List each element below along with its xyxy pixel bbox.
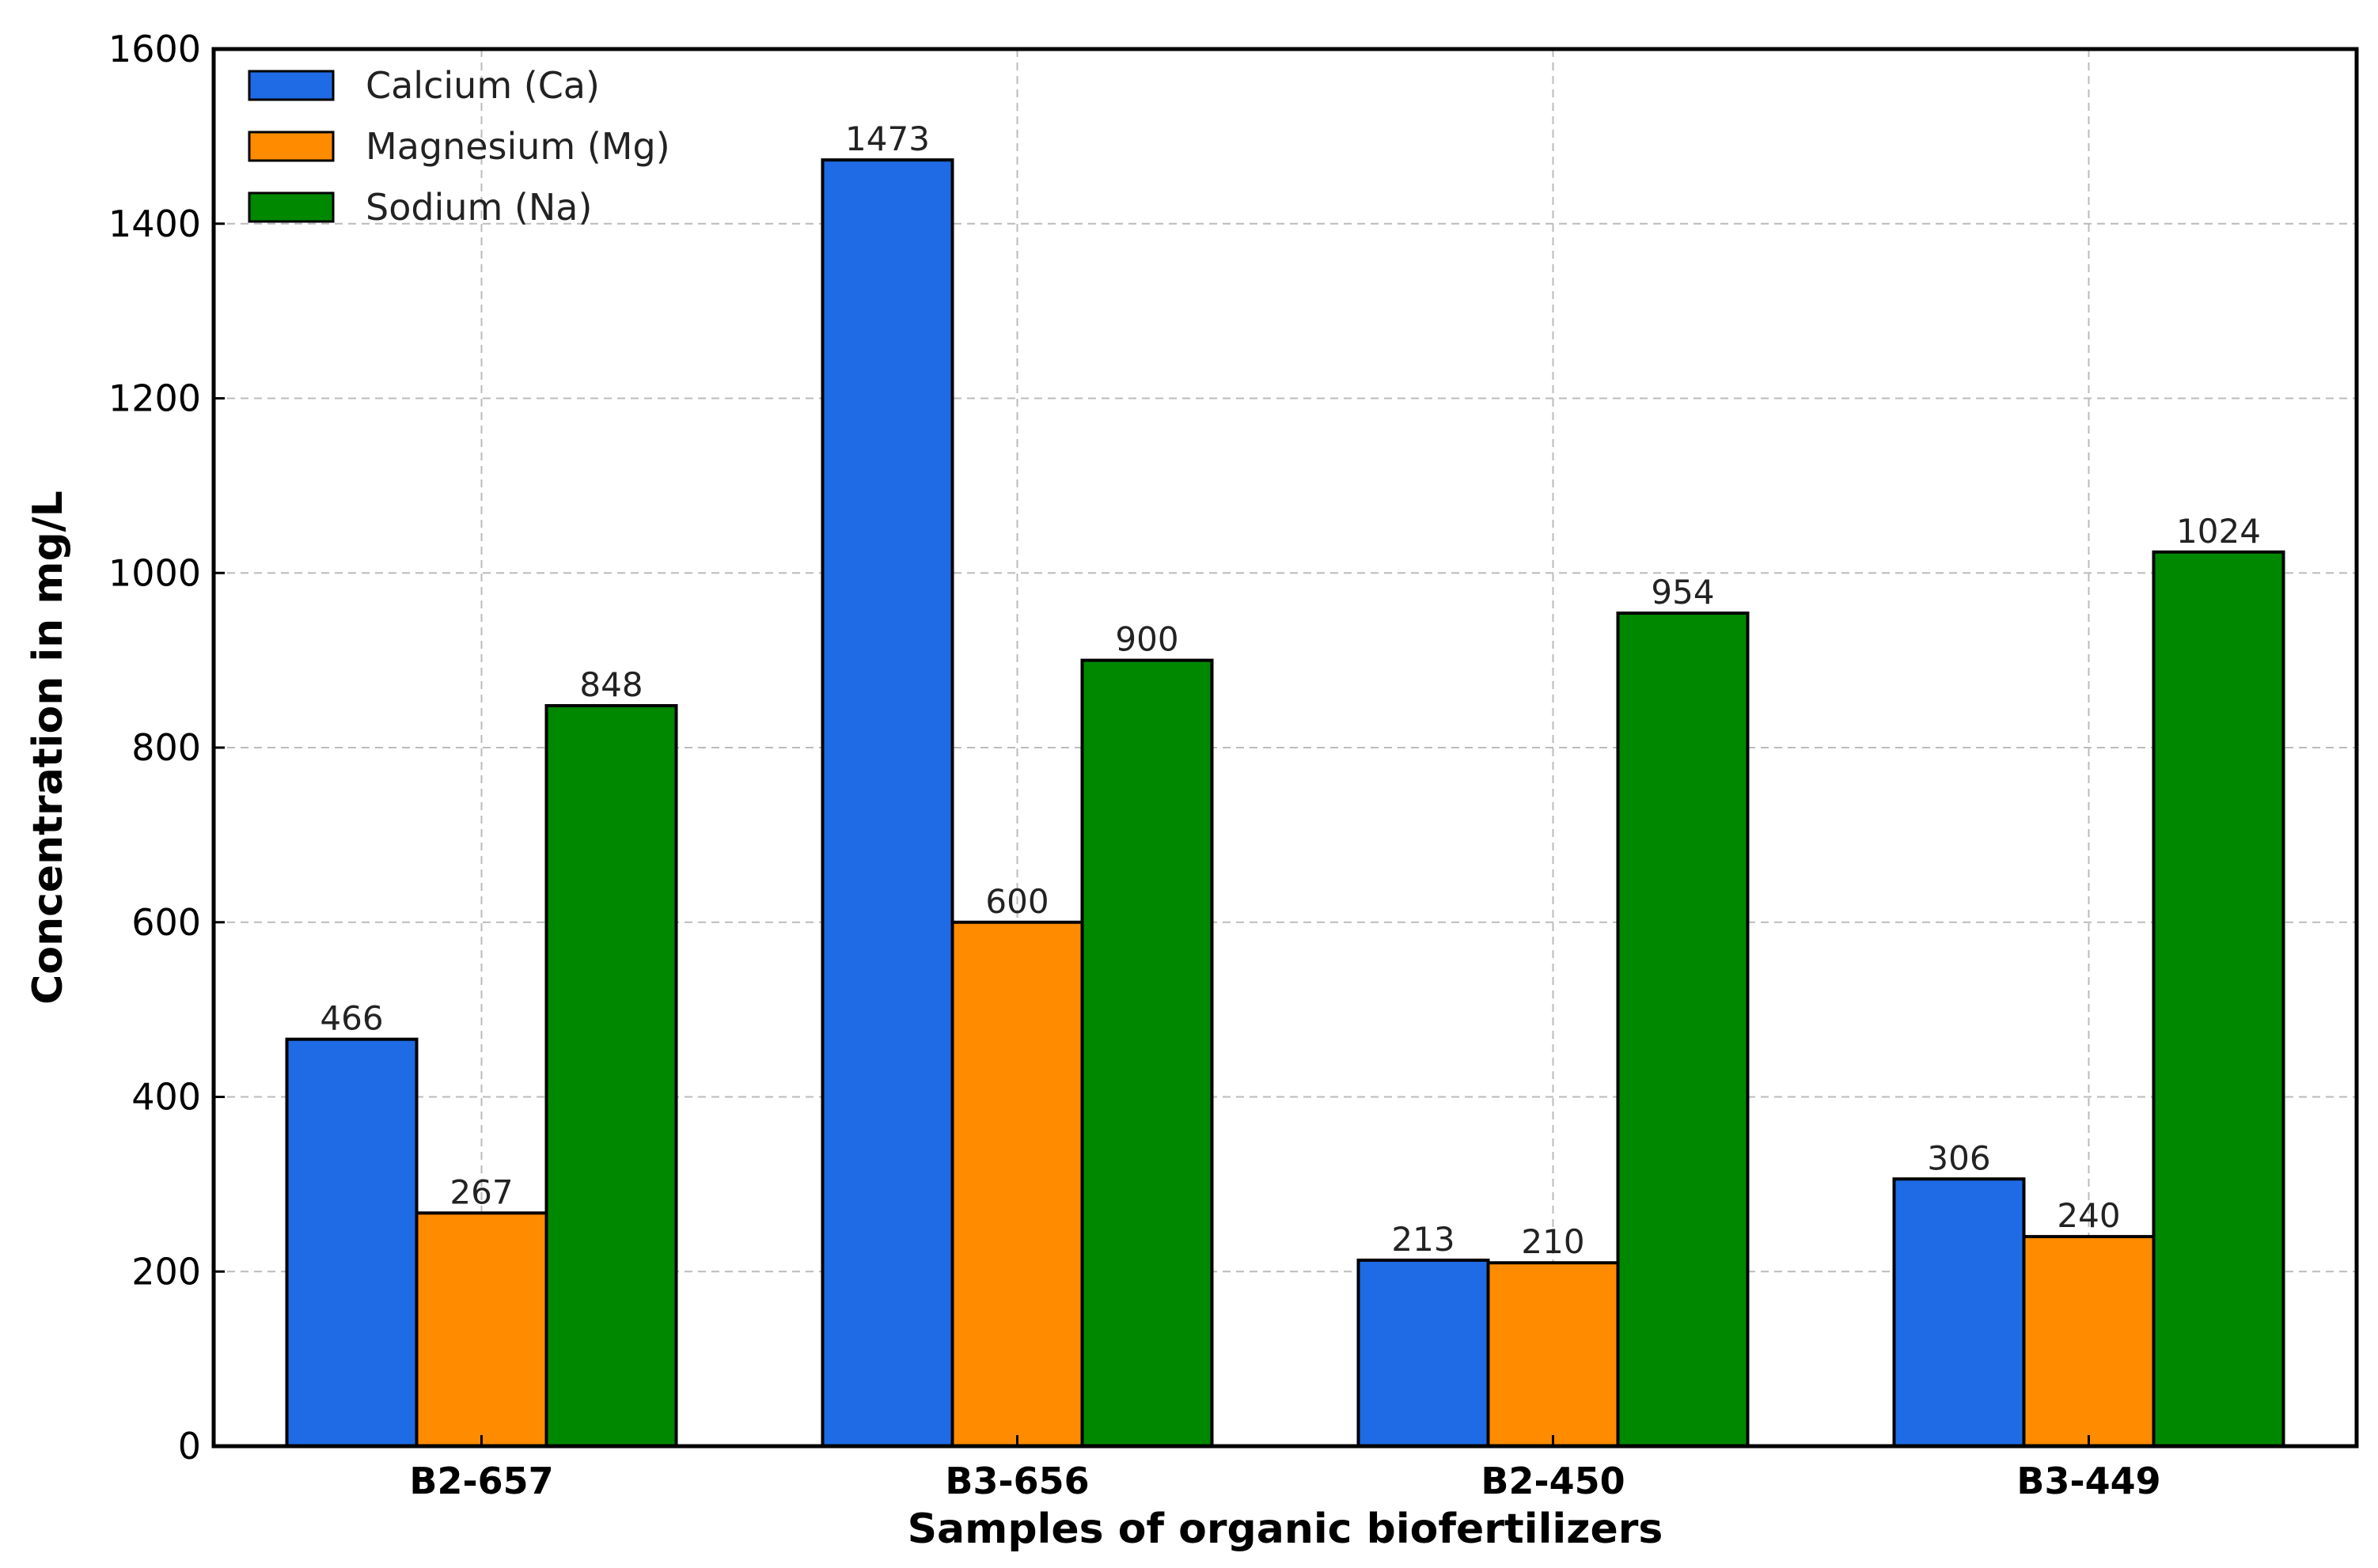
- y-tick-label: 600: [131, 901, 201, 944]
- bar-value-label: 240: [2057, 1196, 2120, 1235]
- x-tick-label: B2-450: [1481, 1460, 1625, 1502]
- bar-value-label: 210: [1521, 1222, 1584, 1261]
- legend-swatch: [248, 70, 335, 101]
- data-labels: 466 267 848 1473 600 900 213 210 954 306 240 1024: [320, 119, 2261, 1261]
- bar: [821, 158, 954, 1448]
- y-axis-title: Concentration in mg/L: [25, 490, 72, 1005]
- bar: [2152, 550, 2285, 1448]
- bar: [415, 1211, 548, 1448]
- bar: [544, 704, 678, 1448]
- bar: [1892, 1177, 2026, 1448]
- bars: [285, 158, 2285, 1449]
- bar: [950, 920, 1084, 1448]
- bar: [1616, 612, 1750, 1449]
- legend: Calcium (Ca) Magnesium (Mg) Sodium (Na): [248, 64, 670, 229]
- bar-value-label: 466: [320, 999, 383, 1038]
- x-tick-label: B3-656: [945, 1460, 1089, 1502]
- y-tick-label: 400: [131, 1076, 201, 1119]
- bar: [2022, 1235, 2156, 1448]
- bar-value-label: 1024: [2176, 512, 2261, 551]
- bar-value-label: 306: [1927, 1138, 1990, 1177]
- legend-label: Magnesium (Mg): [366, 125, 670, 168]
- bar: [285, 1037, 419, 1448]
- bar: [1356, 1258, 1490, 1448]
- legend-swatch: [248, 191, 335, 223]
- x-axis-ticks: B2-657 B3-656 B2-450 B3-449: [409, 1435, 2161, 1502]
- bar: [1080, 658, 1214, 1448]
- bar-value-label: 900: [1115, 620, 1178, 659]
- x-tick-label: B3-449: [2016, 1460, 2160, 1502]
- bar-value-label: 954: [1651, 573, 1714, 612]
- y-tick-label: 1600: [108, 28, 201, 70]
- legend-swatch: [248, 131, 335, 162]
- bar-value-label: 1473: [845, 119, 930, 158]
- y-tick-label: 200: [131, 1250, 201, 1293]
- y-tick-label: 0: [178, 1425, 201, 1468]
- legend-label: Calcium (Ca): [366, 64, 600, 107]
- y-tick-label: 1400: [108, 203, 201, 245]
- bar: [1486, 1261, 1620, 1449]
- y-tick-label: 800: [131, 726, 201, 769]
- bar-value-label: 267: [449, 1172, 513, 1211]
- bar-value-label: 213: [1391, 1220, 1454, 1259]
- x-tick-label: B2-657: [409, 1460, 553, 1502]
- legend-label: Sodium (Na): [366, 186, 592, 229]
- x-axis-title: Samples of organic biofertilizers: [908, 1506, 1663, 1553]
- bar-value-label: 600: [985, 882, 1049, 921]
- y-tick-label: 1000: [108, 551, 201, 594]
- y-tick-label: 1200: [108, 377, 201, 420]
- y-axis-ticks: 0 200 400 600 800 1000 1200 1400 1600: [108, 28, 225, 1468]
- bar-value-label: 848: [579, 665, 643, 704]
